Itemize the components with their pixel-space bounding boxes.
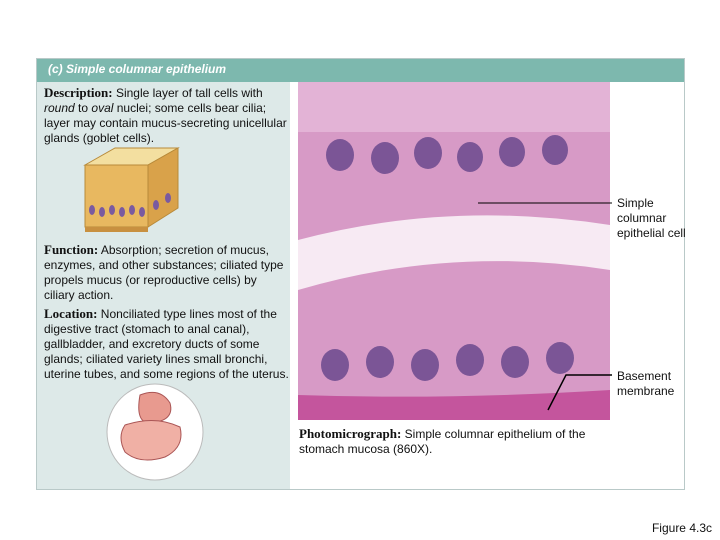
label: Description: — [44, 85, 113, 100]
cell-illustration — [83, 147, 180, 232]
micrograph — [298, 82, 610, 420]
text: Single layer of tall cells with — [112, 86, 263, 100]
figure-number: Figure 4.3c — [651, 521, 712, 535]
text: Absorption; secretion of mucus, enzymes,… — [44, 243, 284, 302]
leader-line — [547, 374, 612, 411]
text: Nonciliated type lines most of the diges… — [44, 307, 289, 381]
text: round — [44, 101, 75, 115]
digestive-illustration — [106, 383, 204, 481]
caption: Photomicrograph: Simple columnar epithel… — [299, 426, 589, 457]
text: to — [74, 101, 92, 115]
label: Photomicrograph: — [299, 426, 402, 441]
text: nuclei; some cells bear cilia; layer may… — [44, 101, 287, 145]
text: oval — [91, 101, 114, 115]
panel-header: (c) Simple columnar epithelium — [36, 58, 685, 82]
label: Function: — [44, 242, 99, 257]
label: Location: — [44, 306, 98, 321]
label-cell: Simple columnar epithelial cell — [617, 196, 686, 240]
function: Function: Absorption; secretion of mucus… — [44, 242, 288, 303]
location: Location: Nonciliated type lines most of… — [44, 306, 290, 382]
text: Simple columnar epithelium of the stomac… — [299, 427, 586, 456]
panel-frame — [36, 58, 685, 490]
label-membrane: Basement membrane — [617, 369, 675, 398]
description: Description: Single layer of tall cells … — [44, 85, 288, 146]
